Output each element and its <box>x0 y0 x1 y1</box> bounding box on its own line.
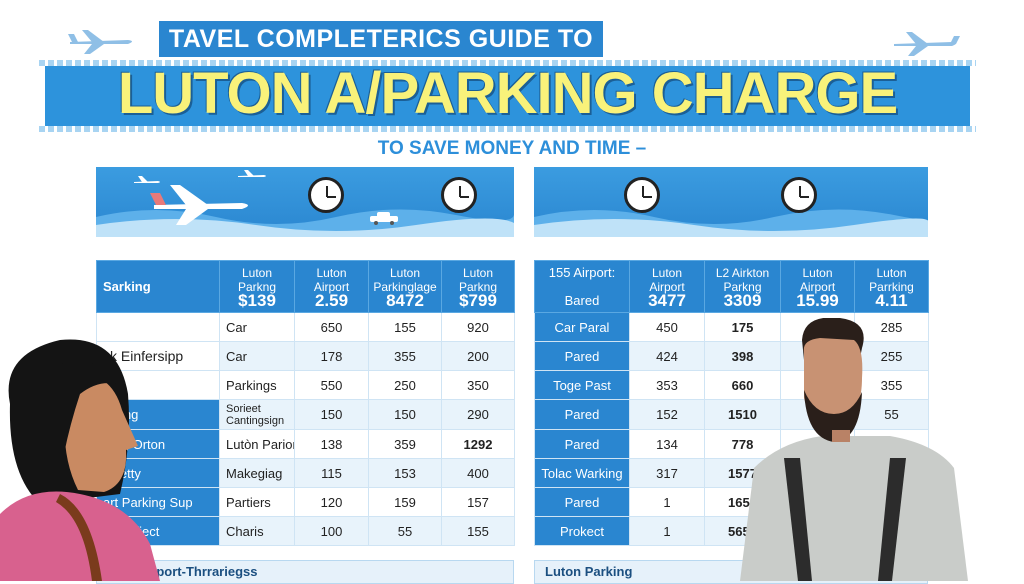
airplane-icon <box>894 32 960 56</box>
airplane-icon <box>134 176 160 183</box>
clock-icon <box>308 177 344 213</box>
column-header: Luton Parrking 4.11 <box>854 260 929 313</box>
column-header: Luton Parkinglage 8472 <box>368 260 442 313</box>
table-row: Car 650 155 920 <box>96 312 515 342</box>
page-title: LUTON A/PARKING CHARGE <box>117 61 898 126</box>
table-row-header: 155 Airport: Bared <box>534 260 630 313</box>
table-row: art Parking Sup Partiers 120 159 157 <box>96 487 515 517</box>
clock-icon <box>441 177 477 213</box>
column-header: Luton Parkng $799 <box>441 260 515 313</box>
column-header: Luton Airport 15.99 <box>780 260 855 313</box>
table-row: Pared 152 1510 55 <box>534 399 929 430</box>
car-icon <box>370 212 398 225</box>
title-band <box>39 60 976 132</box>
clock-icon <box>624 177 660 213</box>
tagline: TO SAVE MONEY AND TIME – <box>377 138 647 159</box>
woman-figure <box>0 339 160 581</box>
banner-right <box>534 167 928 237</box>
column-header: Luton Airport 2.59 <box>294 260 369 313</box>
left-parking-table: Sarking Luton Parkng $139 Luton Airport 2.59… <box>96 260 515 546</box>
subtitle: TAVEL COMPLETERICS GUIDE TO <box>168 25 594 53</box>
banner-left <box>96 167 514 237</box>
airplane-icon <box>238 170 266 177</box>
airplane-icon <box>68 30 132 54</box>
clock-icon <box>781 177 817 213</box>
column-header: Luton Airport 3477 <box>629 260 705 313</box>
table-row-header: Sarking <box>96 260 220 313</box>
airplane-icon <box>150 185 248 225</box>
man-figure <box>740 318 968 581</box>
column-header: L2 Airkton Parkng 3309 <box>704 260 781 313</box>
subtitle-box: TAVEL COMPLETERICS GUIDE TO <box>156 18 606 60</box>
column-header: Luton Parkng $139 <box>219 260 295 313</box>
right-parking-table: 155 Airport: Bared Luton Airport 3477 L2 Ai… <box>534 260 929 546</box>
